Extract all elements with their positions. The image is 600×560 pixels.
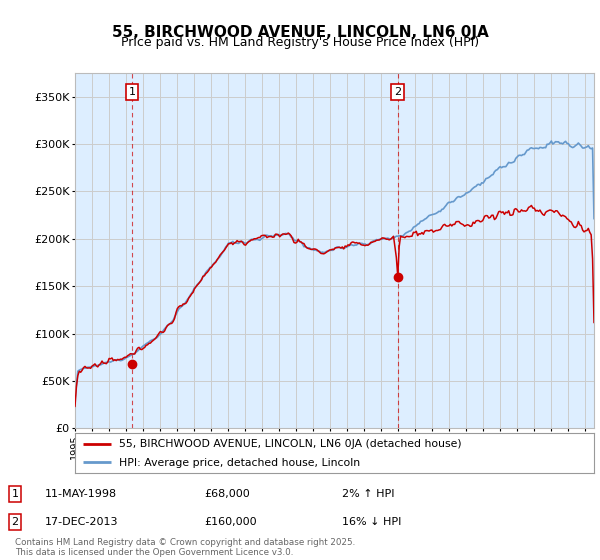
Text: 2: 2 xyxy=(11,517,19,527)
Text: 1: 1 xyxy=(11,489,19,499)
Text: £160,000: £160,000 xyxy=(204,517,257,527)
Text: 55, BIRCHWOOD AVENUE, LINCOLN, LN6 0JA (detached house): 55, BIRCHWOOD AVENUE, LINCOLN, LN6 0JA (… xyxy=(119,439,462,449)
Text: 55, BIRCHWOOD AVENUE, LINCOLN, LN6 0JA: 55, BIRCHWOOD AVENUE, LINCOLN, LN6 0JA xyxy=(112,25,488,40)
Text: HPI: Average price, detached house, Lincoln: HPI: Average price, detached house, Linc… xyxy=(119,458,360,468)
Text: £68,000: £68,000 xyxy=(204,489,250,499)
Text: Contains HM Land Registry data © Crown copyright and database right 2025.
This d: Contains HM Land Registry data © Crown c… xyxy=(15,538,355,557)
Text: 2% ↑ HPI: 2% ↑ HPI xyxy=(342,489,395,499)
Text: 16% ↓ HPI: 16% ↓ HPI xyxy=(342,517,401,527)
Text: 1: 1 xyxy=(128,87,136,97)
Text: 17-DEC-2013: 17-DEC-2013 xyxy=(45,517,119,527)
Text: 2: 2 xyxy=(394,87,401,97)
Text: Price paid vs. HM Land Registry's House Price Index (HPI): Price paid vs. HM Land Registry's House … xyxy=(121,36,479,49)
Text: 11-MAY-1998: 11-MAY-1998 xyxy=(45,489,117,499)
